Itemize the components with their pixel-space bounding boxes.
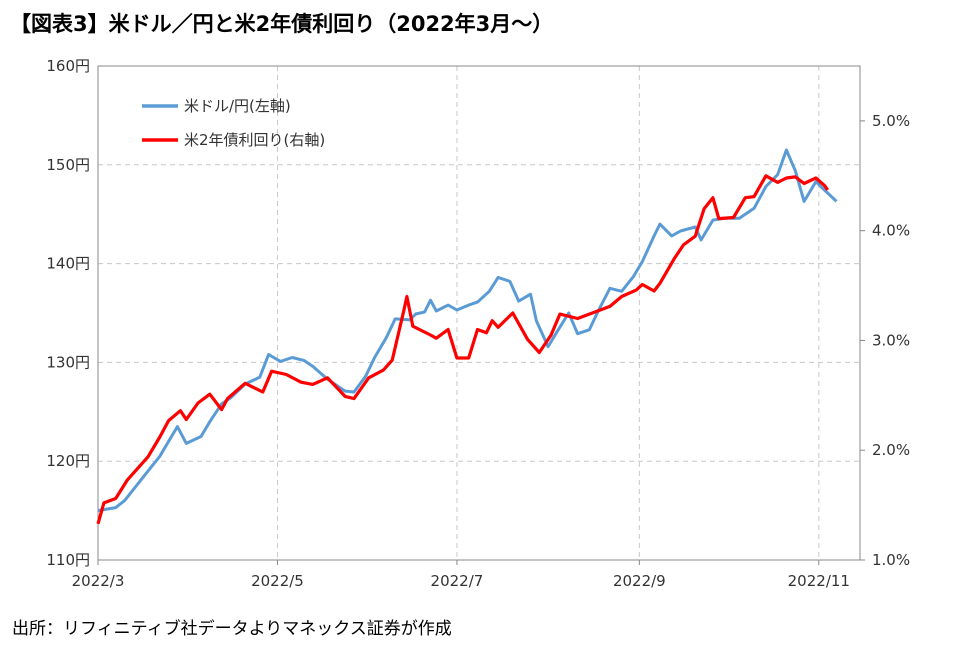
y-right-tick-label: 3.0% xyxy=(872,331,910,349)
x-tick-label: 2022/9 xyxy=(613,572,666,590)
series-lines xyxy=(96,148,838,525)
y-right-tick-label: 4.0% xyxy=(872,222,910,240)
x-tick-label: 2022/3 xyxy=(72,572,125,590)
us2y-yield-line xyxy=(96,174,829,525)
x-tick-label: 2022/11 xyxy=(788,572,850,590)
legend: 米ドル/円(左軸) 米2年債利回り(右軸) xyxy=(142,97,325,149)
chart-title: 【図表3】米ドル／円と米2年債利回り（2022年3月～） xyxy=(10,12,554,36)
y-right-tick-label: 2.0% xyxy=(872,441,910,459)
y-left-tick-label: 140円 xyxy=(46,255,90,273)
plot-frame xyxy=(97,65,861,561)
source-note: 出所：リフィニティブ社データよりマネックス証券が作成 xyxy=(12,619,452,639)
y-left-tick-label: 160円 xyxy=(46,57,90,75)
y-right-tick-label: 1.0% xyxy=(872,551,910,569)
x-tick-label: 2022/7 xyxy=(431,572,484,590)
chart: 110円 120円 130円 140円 150円 160円 1.0% 2.0% 3.0% 4.0%… xyxy=(46,57,910,590)
axes: 110円 120円 130円 140円 150円 160円 1.0% 2.0% 3.0% 4.0%… xyxy=(46,57,910,590)
legend-label: 米2年債利回り(右軸) xyxy=(184,131,325,149)
usdjpy-line xyxy=(97,148,838,513)
y-right-tick-label: 5.0% xyxy=(872,112,910,130)
grid xyxy=(98,66,860,560)
y-left-tick-label: 150円 xyxy=(46,156,90,174)
x-tick-label: 2022/5 xyxy=(251,572,304,590)
y-left-tick-label: 120円 xyxy=(46,452,90,470)
y-left-tick-label: 130円 xyxy=(46,353,90,371)
legend-label: 米ドル/円(左軸) xyxy=(184,97,291,115)
y-left-tick-label: 110円 xyxy=(46,551,90,569)
